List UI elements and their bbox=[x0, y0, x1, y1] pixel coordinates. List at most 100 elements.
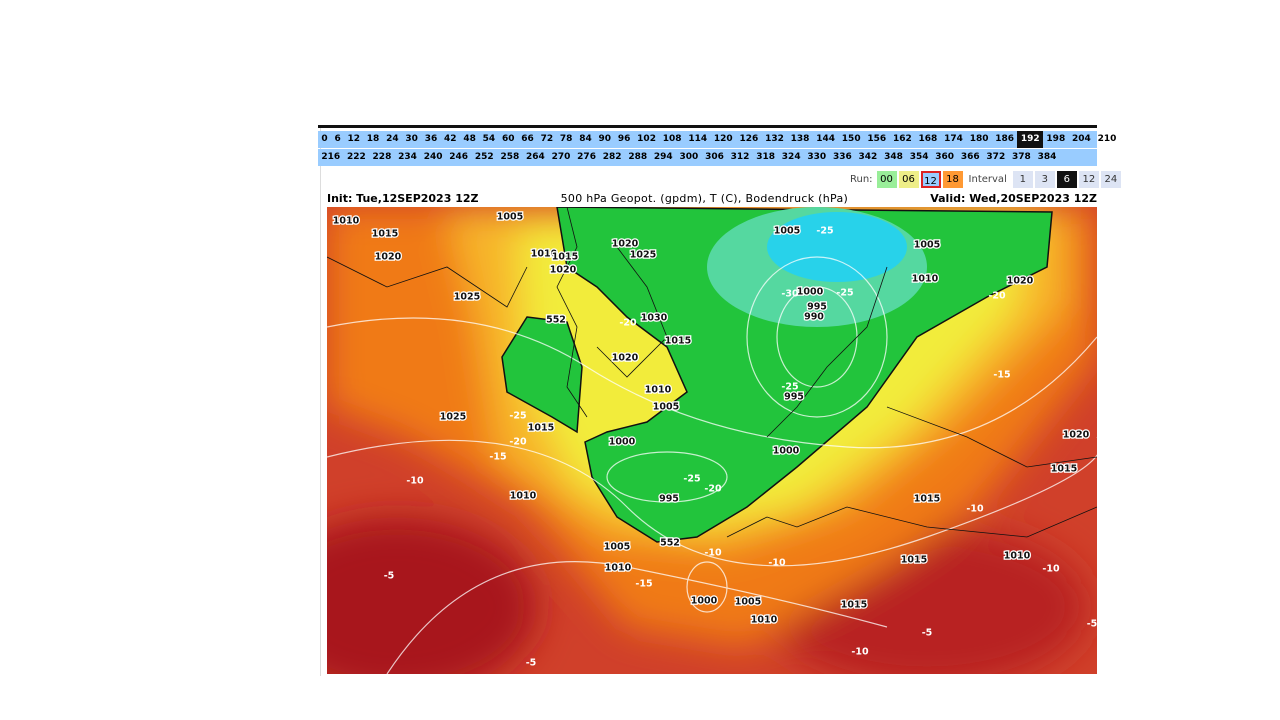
hour-button[interactable]: 114 bbox=[688, 134, 708, 144]
map-label: 1015 bbox=[841, 600, 867, 611]
hour-button[interactable]: 318 bbox=[756, 152, 776, 162]
top-rule bbox=[318, 125, 1097, 128]
hour-button[interactable]: 360 bbox=[935, 152, 955, 162]
hour-row: 216 222 228 234 240 246 252 258 264 270 276 282 288 2… bbox=[318, 149, 1097, 166]
hour-button[interactable]: 18 bbox=[366, 134, 380, 144]
hour-button[interactable]: 144 bbox=[816, 134, 836, 144]
hour-button[interactable]: 198 bbox=[1046, 134, 1066, 144]
hour-button[interactable]: 126 bbox=[739, 134, 759, 144]
hour-button[interactable]: 348 bbox=[884, 152, 903, 162]
hour-button[interactable]: 150 bbox=[841, 134, 861, 144]
hour-button[interactable]: 288 bbox=[628, 152, 648, 162]
hour-button[interactable]: 222 bbox=[346, 152, 366, 162]
hour-button[interactable]: 282 bbox=[602, 152, 622, 162]
map-label: 1010 bbox=[645, 385, 672, 396]
map-label: -15 bbox=[635, 579, 652, 590]
hour-button[interactable]: 252 bbox=[474, 152, 494, 162]
hour-button[interactable]: 312 bbox=[730, 152, 750, 162]
map-label: 1005 bbox=[774, 226, 800, 237]
hour-button[interactable]: 264 bbox=[526, 152, 545, 162]
map-label: -15 bbox=[489, 452, 506, 463]
hour-button[interactable]: 36 bbox=[424, 134, 438, 144]
hour-button[interactable]: 384 bbox=[1037, 152, 1057, 162]
interval-button[interactable]: 1 bbox=[1012, 170, 1033, 188]
hour-button[interactable]: 102 bbox=[637, 134, 656, 144]
hour-button[interactable]: 120 bbox=[713, 134, 733, 144]
hour-button[interactable]: 60 bbox=[501, 134, 515, 144]
hour-button[interactable]: 66 bbox=[521, 134, 534, 144]
map-label: 1005 bbox=[735, 597, 761, 608]
hour-button[interactable]: 330 bbox=[807, 152, 827, 162]
hour-button[interactable]: 138 bbox=[790, 134, 810, 144]
run-button[interactable]: 00 bbox=[876, 170, 897, 188]
map-label: 1015 bbox=[914, 494, 940, 505]
hour-button[interactable]: 30 bbox=[405, 134, 418, 144]
hour-button[interactable]: 156 bbox=[867, 134, 887, 144]
map-label: 1000 bbox=[691, 596, 718, 607]
hour-button[interactable]: 0 bbox=[321, 134, 328, 144]
interval-label: Interval bbox=[968, 173, 1007, 185]
hour-button[interactable]: 342 bbox=[858, 152, 878, 162]
hour-button[interactable]: 12 bbox=[347, 134, 361, 144]
hour-button[interactable]: 96 bbox=[617, 134, 631, 144]
hour-button[interactable]: 192 bbox=[1017, 131, 1044, 148]
hour-button[interactable]: 42 bbox=[444, 134, 457, 144]
hour-button[interactable]: 108 bbox=[662, 134, 682, 144]
hour-button[interactable]: 48 bbox=[463, 134, 476, 144]
hour-button[interactable]: 162 bbox=[892, 134, 912, 144]
interval-button[interactable]: 24 bbox=[1100, 170, 1121, 188]
map-label: -10 bbox=[768, 558, 786, 569]
map-label: 1000 bbox=[609, 437, 636, 448]
map-label: -25 bbox=[836, 288, 853, 299]
hour-button[interactable]: 324 bbox=[781, 152, 801, 162]
hour-button[interactable]: 306 bbox=[705, 152, 724, 162]
hour-button[interactable]: 294 bbox=[653, 152, 673, 162]
hour-button[interactable]: 174 bbox=[944, 134, 963, 144]
hour-button[interactable]: 90 bbox=[598, 134, 612, 144]
hour-button[interactable]: 240 bbox=[423, 152, 443, 162]
hour-button[interactable]: 234 bbox=[398, 152, 417, 162]
cold-core bbox=[767, 212, 907, 282]
hour-button[interactable]: 216 bbox=[321, 152, 341, 162]
run-button[interactable]: 06 bbox=[898, 170, 919, 188]
map-label: 1015 bbox=[901, 555, 927, 566]
map-label: -20 bbox=[988, 291, 1006, 302]
hour-button[interactable]: 270 bbox=[551, 152, 571, 162]
run-button[interactable]: 12 bbox=[920, 170, 941, 188]
hour-button[interactable]: 24 bbox=[386, 134, 399, 144]
hour-button[interactable]: 378 bbox=[1012, 152, 1031, 162]
map-label: -25 bbox=[816, 226, 833, 237]
interval-button[interactable]: 3 bbox=[1034, 170, 1055, 188]
hour-button[interactable]: 168 bbox=[918, 134, 938, 144]
hour-button[interactable]: 6 bbox=[334, 134, 341, 144]
hour-button[interactable]: 186 bbox=[995, 134, 1015, 144]
hour-button[interactable]: 258 bbox=[500, 152, 520, 162]
map-title: 500 hPa Geopot. (gpdm), T (C), Bodendruc… bbox=[560, 192, 849, 205]
hour-button[interactable]: 354 bbox=[909, 152, 929, 162]
map-label: -25 bbox=[781, 382, 798, 393]
hour-button[interactable]: 300 bbox=[679, 152, 699, 162]
hour-button[interactable]: 228 bbox=[372, 152, 392, 162]
interval-button[interactable]: 12 bbox=[1078, 170, 1099, 188]
hour-button[interactable]: 336 bbox=[832, 152, 852, 162]
run-button[interactable]: 18 bbox=[942, 170, 963, 188]
hour-button[interactable]: 246 bbox=[449, 152, 469, 162]
hour-button[interactable]: 204 bbox=[1072, 134, 1091, 144]
map-label: 1005 bbox=[653, 402, 679, 413]
hour-button[interactable]: 72 bbox=[540, 134, 554, 144]
hour-button[interactable]: 210 bbox=[1097, 134, 1117, 144]
hour-button[interactable]: 366 bbox=[960, 152, 980, 162]
hour-button[interactable]: 54 bbox=[482, 134, 496, 144]
hour-button[interactable]: 372 bbox=[986, 152, 1006, 162]
hour-button[interactable]: 276 bbox=[577, 152, 596, 162]
interval-button[interactable]: 6 bbox=[1056, 170, 1077, 188]
hour-button[interactable]: 132 bbox=[765, 134, 784, 144]
map-label: 1020 bbox=[612, 239, 639, 250]
map-label: 1030 bbox=[641, 313, 668, 324]
hour-button[interactable]: 180 bbox=[969, 134, 989, 144]
map-header: Init: Tue,12SEP2023 12Z 500 hPa Geopot. … bbox=[327, 192, 1097, 205]
map-label: 1025 bbox=[440, 412, 466, 423]
hour-button[interactable]: 84 bbox=[579, 134, 592, 144]
hour-button[interactable]: 78 bbox=[559, 134, 573, 144]
